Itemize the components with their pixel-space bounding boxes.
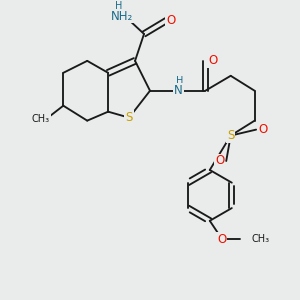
Text: NH₂: NH₂ (110, 10, 133, 22)
Text: O: O (258, 123, 267, 136)
Text: O: O (215, 154, 224, 167)
Text: H: H (115, 1, 122, 11)
Text: S: S (227, 129, 234, 142)
Text: S: S (125, 111, 133, 124)
Text: O: O (208, 54, 218, 68)
Text: O: O (166, 14, 176, 27)
Text: CH₃: CH₃ (32, 114, 50, 124)
Text: O: O (217, 233, 226, 246)
Text: CH₃: CH₃ (251, 234, 269, 244)
Text: N: N (174, 84, 183, 97)
Text: H: H (176, 76, 184, 86)
